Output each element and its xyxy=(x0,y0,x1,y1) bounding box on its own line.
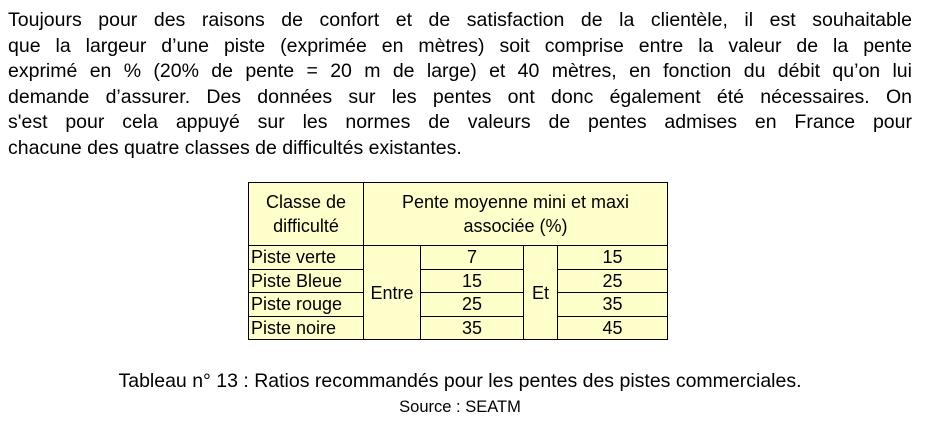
table-row: Piste verte Entre 7 Et 15 xyxy=(248,245,668,340)
cell-class: Piste Bleue xyxy=(248,268,364,293)
cell-min: 7 xyxy=(420,245,524,270)
table-row: Piste rouge 25 35 xyxy=(248,292,668,317)
cell-max: 45 xyxy=(557,315,668,340)
cell-max: 15 xyxy=(557,245,668,270)
cell-min: 25 xyxy=(420,292,524,317)
table-caption: Tableau n° 13 : Ratios recommandés pour … xyxy=(118,370,802,392)
header-class: Classe de difficulté xyxy=(248,182,364,246)
paragraph-line: exprimé en % (20% de pente = 20 m de lar… xyxy=(8,60,912,83)
paragraph-line: demande d’assurer. Des données sur les p… xyxy=(8,85,912,108)
table-row: Piste Bleue 15 25 xyxy=(248,268,668,293)
cell-class: Piste verte xyxy=(248,245,364,270)
slope-table: Classe de difficulté Pente moyenne mini … xyxy=(248,182,668,340)
paragraph-line: chacune des quatre classes de difficulté… xyxy=(8,136,462,159)
cell-min: 35 xyxy=(420,315,524,340)
header-pente: Pente moyenne mini et maxi associée (%) xyxy=(363,182,668,246)
body-paragraph: Toujours pour des raisons de confort et … xyxy=(8,8,912,162)
table-row: Piste noire 35 45 xyxy=(248,315,668,340)
cell-and: Et xyxy=(523,245,558,340)
cell-min: 15 xyxy=(420,268,524,293)
paragraph-line: que la largeur d’une piste (exprimée en … xyxy=(8,34,912,57)
cell-class: Piste noire xyxy=(248,315,364,340)
cell-max: 25 xyxy=(557,268,668,293)
cell-between: Entre xyxy=(363,245,421,340)
cell-max: 35 xyxy=(557,292,668,317)
paragraph-line: Toujours pour des raisons de confort et … xyxy=(8,9,912,31)
paragraph-line: s'est pour cela appuyé sur les normes de… xyxy=(8,111,912,134)
cell-class: Piste rouge xyxy=(248,292,364,317)
table-source: Source : SEATM xyxy=(399,398,521,416)
